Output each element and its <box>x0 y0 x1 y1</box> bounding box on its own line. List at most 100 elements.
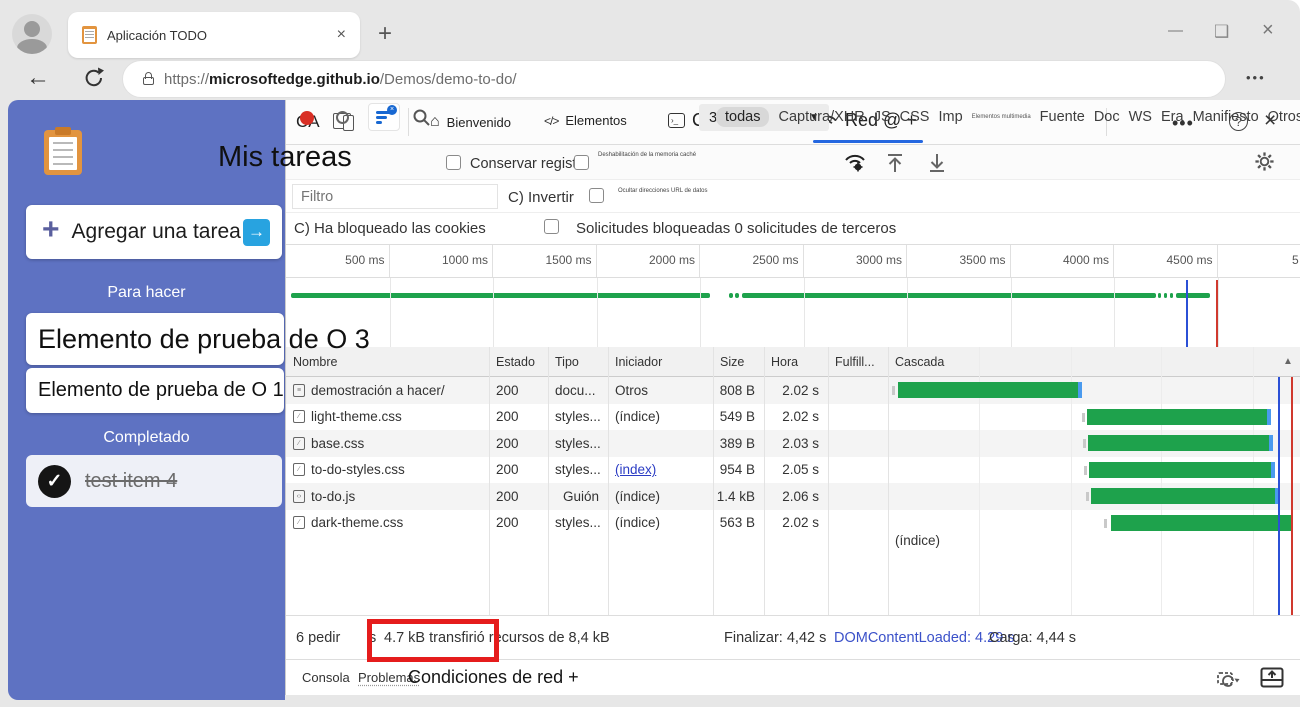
record-button[interactable] <box>300 111 314 125</box>
request-name-cell[interactable]: ‹› to-do.js <box>286 489 489 504</box>
filter-pill[interactable]: Captura/XHR <box>778 108 865 125</box>
column-header[interactable]: Cascada <box>895 355 945 369</box>
network-request-row[interactable]: ∕ to-do-styles.css 200 styles... (index) 954 … <box>286 457 1300 484</box>
dom-content-loaded-time: DOMContentLoaded: 4.29 s <box>834 630 1015 646</box>
request-name-cell[interactable]: ∕ base.css <box>286 436 489 451</box>
column-header[interactable]: Nombre <box>293 355 338 369</box>
drawer-refresh-icon[interactable] <box>1216 668 1240 688</box>
check-icon[interactable]: ✓ <box>38 464 71 498</box>
request-initiator[interactable]: (index) <box>615 462 657 478</box>
timeline-tick-label: 500 ms <box>286 245 390 277</box>
refresh-button[interactable] <box>82 66 106 90</box>
column-header[interactable]: Size <box>720 355 745 369</box>
completed-item[interactable]: ✓ test item 4 <box>26 455 282 507</box>
request-name-cell[interactable]: ∕ to-do-styles.css <box>286 462 489 477</box>
waterfall-bar[interactable] <box>1111 514 1293 531</box>
filter-pill[interactable]: Otros <box>1267 108 1300 125</box>
filter-pill[interactable]: Doc <box>1093 108 1120 125</box>
column-header[interactable]: Estado <box>496 355 535 369</box>
filter-pill[interactable]: todas <box>716 106 770 127</box>
column-header[interactable]: Tipo <box>555 355 579 369</box>
stray-text: s <box>369 630 377 646</box>
200-status: 200 <box>496 435 519 451</box>
filter-pill[interactable]: CSS <box>899 108 930 125</box>
disable-cache-checkbox[interactable] <box>574 155 589 170</box>
network-request-row[interactable]: ≡ demostración a hacer/200 docu... Otros 808… <box>286 377 1300 404</box>
filter-toggle-button[interactable]: × <box>368 103 400 131</box>
todo-item[interactable]: Elemento de prueba de O 1 <box>26 368 284 413</box>
drawer-expand-icon[interactable] <box>1260 667 1284 688</box>
waterfall-bar[interactable] <box>898 382 1078 398</box>
network-conditions-icon[interactable] <box>843 152 867 172</box>
blocked-cookies-label[interactable]: C) Ha bloqueado las cookies <box>294 220 486 237</box>
request-size: 549 B <box>719 409 755 425</box>
filter-pill[interactable]: Manifiesto <box>1192 108 1259 125</box>
add-task-button[interactable]: + Agregar una tarea → <box>26 205 282 259</box>
waterfall-bar[interactable] <box>1089 461 1271 478</box>
network-request-row[interactable]: ∕ base.css 200 styles... 389 B 2.03 s <box>286 430 1300 457</box>
network-request-row[interactable]: ∕ light-theme.css 200 styles... (índice) 549 … <box>286 404 1300 431</box>
filter-input[interactable] <box>292 184 498 209</box>
request-name-cell[interactable]: ≡ demostración a hacer/ <box>286 383 489 398</box>
filter-pill[interactable]: WS <box>1128 108 1152 125</box>
window-bottom-edge <box>285 695 1300 707</box>
devtools-more-button[interactable]: ••• <box>1172 113 1194 133</box>
drawer-tab-issues[interactable]: Problemas <box>358 670 421 685</box>
todo-heading: Mis tareas <box>218 141 352 173</box>
devtools-close-button[interactable]: × <box>1264 109 1277 132</box>
invert-checkbox[interactable] <box>589 188 604 203</box>
column-header[interactable]: Iniciador <box>615 355 663 369</box>
sort-arrow-icon[interactable]: ▲ <box>1283 356 1293 367</box>
document-icon: ≡ <box>293 383 305 397</box>
tab-welcome[interactable]: ⌂ Bienvenido <box>430 113 511 130</box>
filter-pill[interactable]: Era <box>1160 108 1184 125</box>
blocked-cookies-checkbox[interactable] <box>544 219 559 234</box>
column-header[interactable]: Fulfill... <box>835 355 875 369</box>
filter-pill[interactable]: Fuente <box>1039 108 1085 125</box>
search-icon[interactable] <box>412 108 431 127</box>
submit-arrow-icon[interactable]: → <box>243 218 270 246</box>
todo-item[interactable]: Elemento de prueba de O 3 <box>26 313 370 365</box>
filter-pill[interactable]: JS <box>873 108 891 125</box>
profile-avatar[interactable] <box>12 14 52 54</box>
tab-close-icon[interactable]: × <box>336 26 346 43</box>
filter-pill[interactable]: Imp <box>938 108 963 125</box>
200-status: 200 <box>496 515 519 531</box>
preserve-log-checkbox[interactable] <box>446 155 461 170</box>
code-icon: </> <box>544 113 559 128</box>
window-close-button[interactable]: × <box>1262 19 1274 41</box>
completed-item-label: test item 4 <box>85 469 178 492</box>
network-request-row[interactable]: ‹› to-do.js 200 Guión (índice) 1.4 kB 2.06 s <box>286 483 1300 510</box>
request-name-cell[interactable]: ∕ light-theme.css <box>286 409 489 424</box>
help-button[interactable]: ? <box>1229 112 1248 131</box>
network-request-row[interactable]: ∕ dark-theme.css 200 styles... (índice) 563 B… <box>286 510 1300 537</box>
blocked-requests-label[interactable]: Solicitudes bloqueadas 0 solicitudes de … <box>576 220 897 237</box>
settings-gear-icon[interactable] <box>1254 151 1275 172</box>
request-name-cell[interactable]: ∕ dark-theme.css <box>286 515 489 530</box>
column-header[interactable]: Hora <box>771 355 799 369</box>
import-har-icon[interactable] <box>884 152 906 174</box>
window-minimize-button[interactable]: — <box>1168 22 1183 39</box>
overview-green-bar <box>735 293 739 298</box>
drawer-tab-console[interactable]: Consola <box>302 670 350 685</box>
browser-tab[interactable]: Aplicación TODO × <box>68 12 360 58</box>
tab-elements[interactable]: </> Elementos <box>544 113 627 128</box>
new-tab-button[interactable]: + <box>378 20 393 47</box>
timeline-gridline <box>700 278 701 347</box>
clear-button[interactable] <box>336 111 349 124</box>
export-har-icon[interactable] <box>926 152 948 174</box>
request-size: 563 B <box>719 515 755 531</box>
drawer-tab-network-conditions[interactable]: Condiciones de red + <box>408 667 579 687</box>
waterfall-tick <box>1086 492 1089 501</box>
waterfall-bar[interactable] <box>1087 408 1267 425</box>
chevron-down-icon: ▼ <box>809 112 819 123</box>
waterfall-bar[interactable] <box>1091 488 1275 504</box>
filter-pill[interactable]: Elementos multimedia <box>971 113 1031 120</box>
window-maximize-button[interactable]: ❑ <box>1214 22 1230 41</box>
browser-menu-button[interactable]: ••• <box>1246 70 1266 85</box>
back-button[interactable]: ← <box>26 64 50 91</box>
waterfall-bar[interactable] <box>1088 435 1269 451</box>
url-bar[interactable]: https://microsoftedge.github.io/Demos/de… <box>122 60 1226 98</box>
request-type: styles... <box>555 409 601 425</box>
timeline-gridline <box>803 278 805 347</box>
